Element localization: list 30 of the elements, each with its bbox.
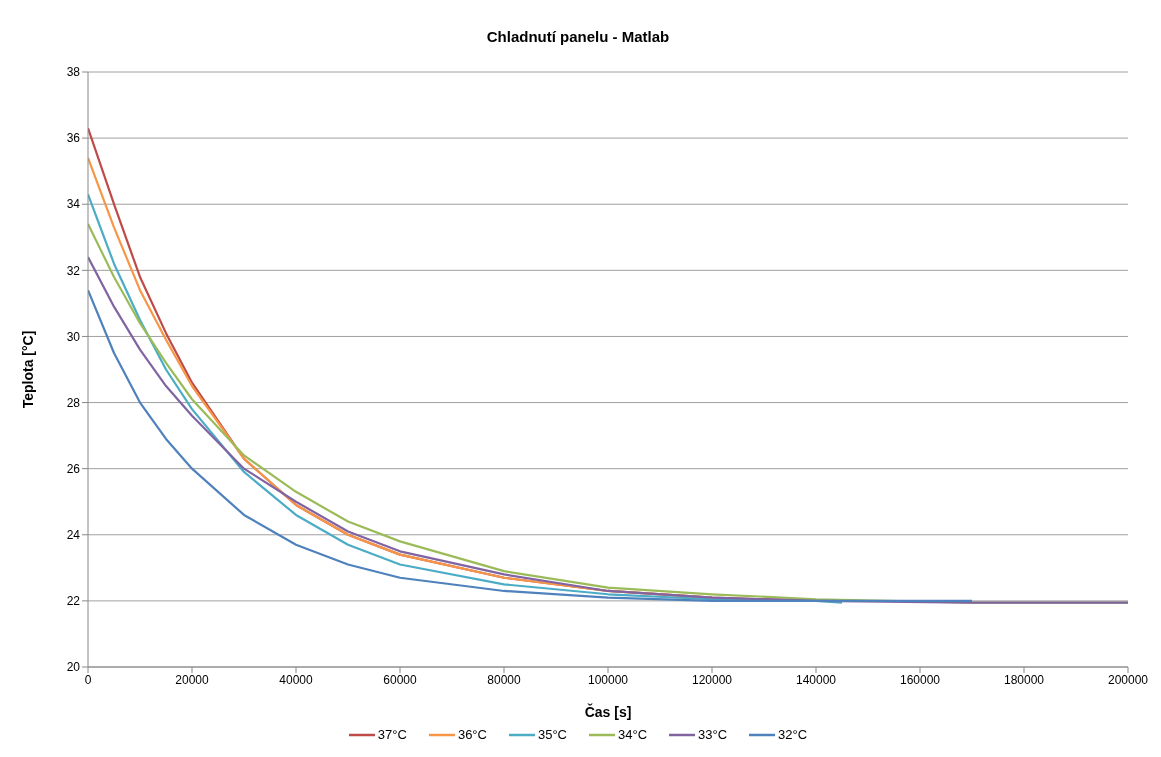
x-tick-label: 100000: [587, 672, 629, 687]
legend-label: 35°C: [537, 727, 567, 742]
legend-label: 32°C: [778, 727, 808, 742]
legend-label: 36°C: [457, 727, 487, 742]
x-tick-label: 160000: [899, 672, 941, 687]
y-tick-label: 24: [66, 528, 81, 543]
x-tick-label: 20000: [175, 672, 210, 687]
y-tick-label: 30: [66, 329, 81, 344]
x-tick-label: 40000: [279, 672, 314, 687]
y-tick-label: 38: [66, 65, 81, 80]
y-tick-label: 32: [66, 263, 81, 278]
legend-label: 34°C: [618, 727, 648, 742]
x-tick-label: 0: [84, 672, 92, 687]
x-tick-label: 120000: [691, 672, 733, 687]
chart-title: Chladnutí panelu - Matlab: [485, 27, 671, 47]
legend-label: 33°C: [698, 727, 728, 742]
x-tick-label: 200000: [1107, 672, 1149, 687]
x-tick-label: 80000: [487, 672, 522, 687]
x-tick-label: 180000: [1003, 672, 1045, 687]
y-tick-label: 28: [66, 395, 81, 410]
y-tick-label: 22: [66, 594, 81, 609]
y-tick-label: 36: [66, 131, 81, 146]
x-axis-title: Čas [s]: [584, 703, 632, 720]
y-tick-label: 34: [66, 197, 81, 212]
legend-label: 37°C: [377, 727, 407, 742]
x-tick-label: 140000: [795, 672, 837, 687]
x-tick-label: 60000: [383, 672, 418, 687]
y-tick-label: 20: [66, 660, 81, 675]
y-tick-label: 26: [66, 461, 81, 476]
y-axis-title: Teplota [°C]: [19, 330, 36, 409]
